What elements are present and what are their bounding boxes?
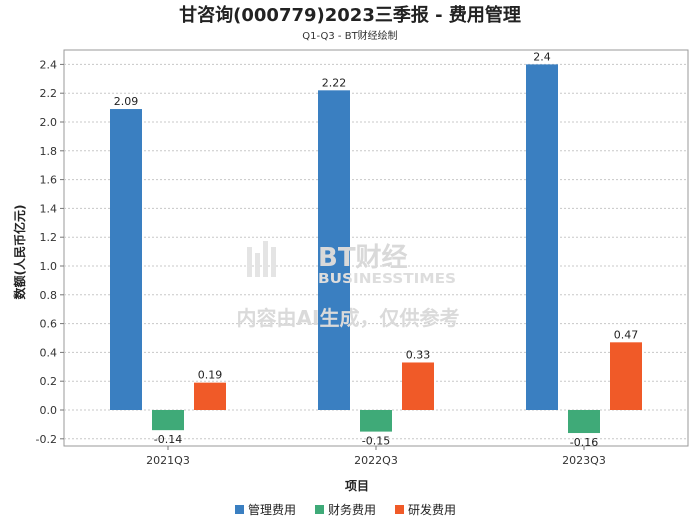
- legend-swatch: [235, 505, 244, 514]
- x-tick-label: 2021Q3: [146, 454, 190, 467]
- legend-swatch: [395, 505, 404, 514]
- data-label: 2.09: [114, 95, 139, 108]
- y-tick-label: 0.6: [40, 318, 58, 331]
- chart-subtitle: Q1-Q3 - BT财经绘制: [302, 29, 397, 42]
- y-tick-label: 0.2: [40, 375, 58, 388]
- data-label: 0.19: [198, 369, 223, 382]
- data-label: -0.16: [570, 436, 598, 449]
- plot-frame: [63, 49, 689, 447]
- watermark-logo-icon: [247, 241, 276, 277]
- data-label: 2.4: [533, 50, 551, 63]
- x-tick-label: 2023Q3: [562, 454, 606, 467]
- y-tick-label: 1.0: [40, 260, 58, 273]
- data-label: 2.22: [322, 76, 347, 89]
- y-tick-label: 1.8: [40, 145, 58, 158]
- data-label: -0.14: [154, 433, 182, 446]
- y-tick-label: 2.0: [40, 116, 58, 129]
- watermark-brand: BT财经: [318, 242, 408, 273]
- y-tick-label: 1.6: [40, 174, 58, 187]
- watermark-brand-en: BUSINESSTIMES: [318, 272, 456, 287]
- y-tick-label: 0.8: [40, 289, 58, 302]
- bar: [318, 90, 350, 410]
- bar: [610, 342, 642, 410]
- legend-label: 研发费用: [408, 502, 456, 517]
- data-label: 0.33: [406, 348, 431, 361]
- bar: [526, 64, 558, 411]
- x-tick-label: 2022Q3: [354, 454, 398, 467]
- y-tick-label: 1.4: [40, 202, 58, 215]
- watermark-notice: 内容由AI生成，仅供参考: [237, 306, 460, 330]
- y-tick-label: 2.4: [40, 58, 58, 71]
- y-tick-label: 0.0: [40, 404, 58, 417]
- bar: [360, 410, 392, 432]
- bar: [402, 362, 434, 410]
- y-axis-label: 数额(人民币亿元): [12, 205, 27, 300]
- plot-area: -0.2 0.0 0.2 0.4 0.6 0.8 1.0 1.2 1.4 1.6 1.8 2.0 2.2…: [36, 49, 689, 467]
- watermark: BT财经 BUSINESSTIMES 内容由AI生成，仅供参考: [237, 241, 460, 330]
- data-label: 0.47: [614, 328, 639, 341]
- legend-label: 财务费用: [328, 502, 376, 517]
- data-label: -0.15: [362, 435, 390, 448]
- bar: [152, 410, 184, 431]
- chart-title: 甘咨询(000779)2023三季报 - 费用管理: [179, 4, 521, 26]
- y-tick-label: 2.2: [40, 87, 58, 100]
- legend: 管理费用 财务费用 研发费用: [235, 502, 456, 517]
- y-tick-label: 1.2: [40, 231, 58, 244]
- bar: [110, 109, 142, 410]
- bar: [568, 410, 600, 434]
- x-axis-label: 项目: [345, 479, 369, 493]
- y-tick-label: -0.2: [36, 433, 57, 446]
- legend-label: 管理费用: [248, 502, 296, 517]
- bar: [194, 382, 226, 410]
- legend-swatch: [315, 505, 324, 514]
- y-tick-label: 0.4: [40, 346, 58, 359]
